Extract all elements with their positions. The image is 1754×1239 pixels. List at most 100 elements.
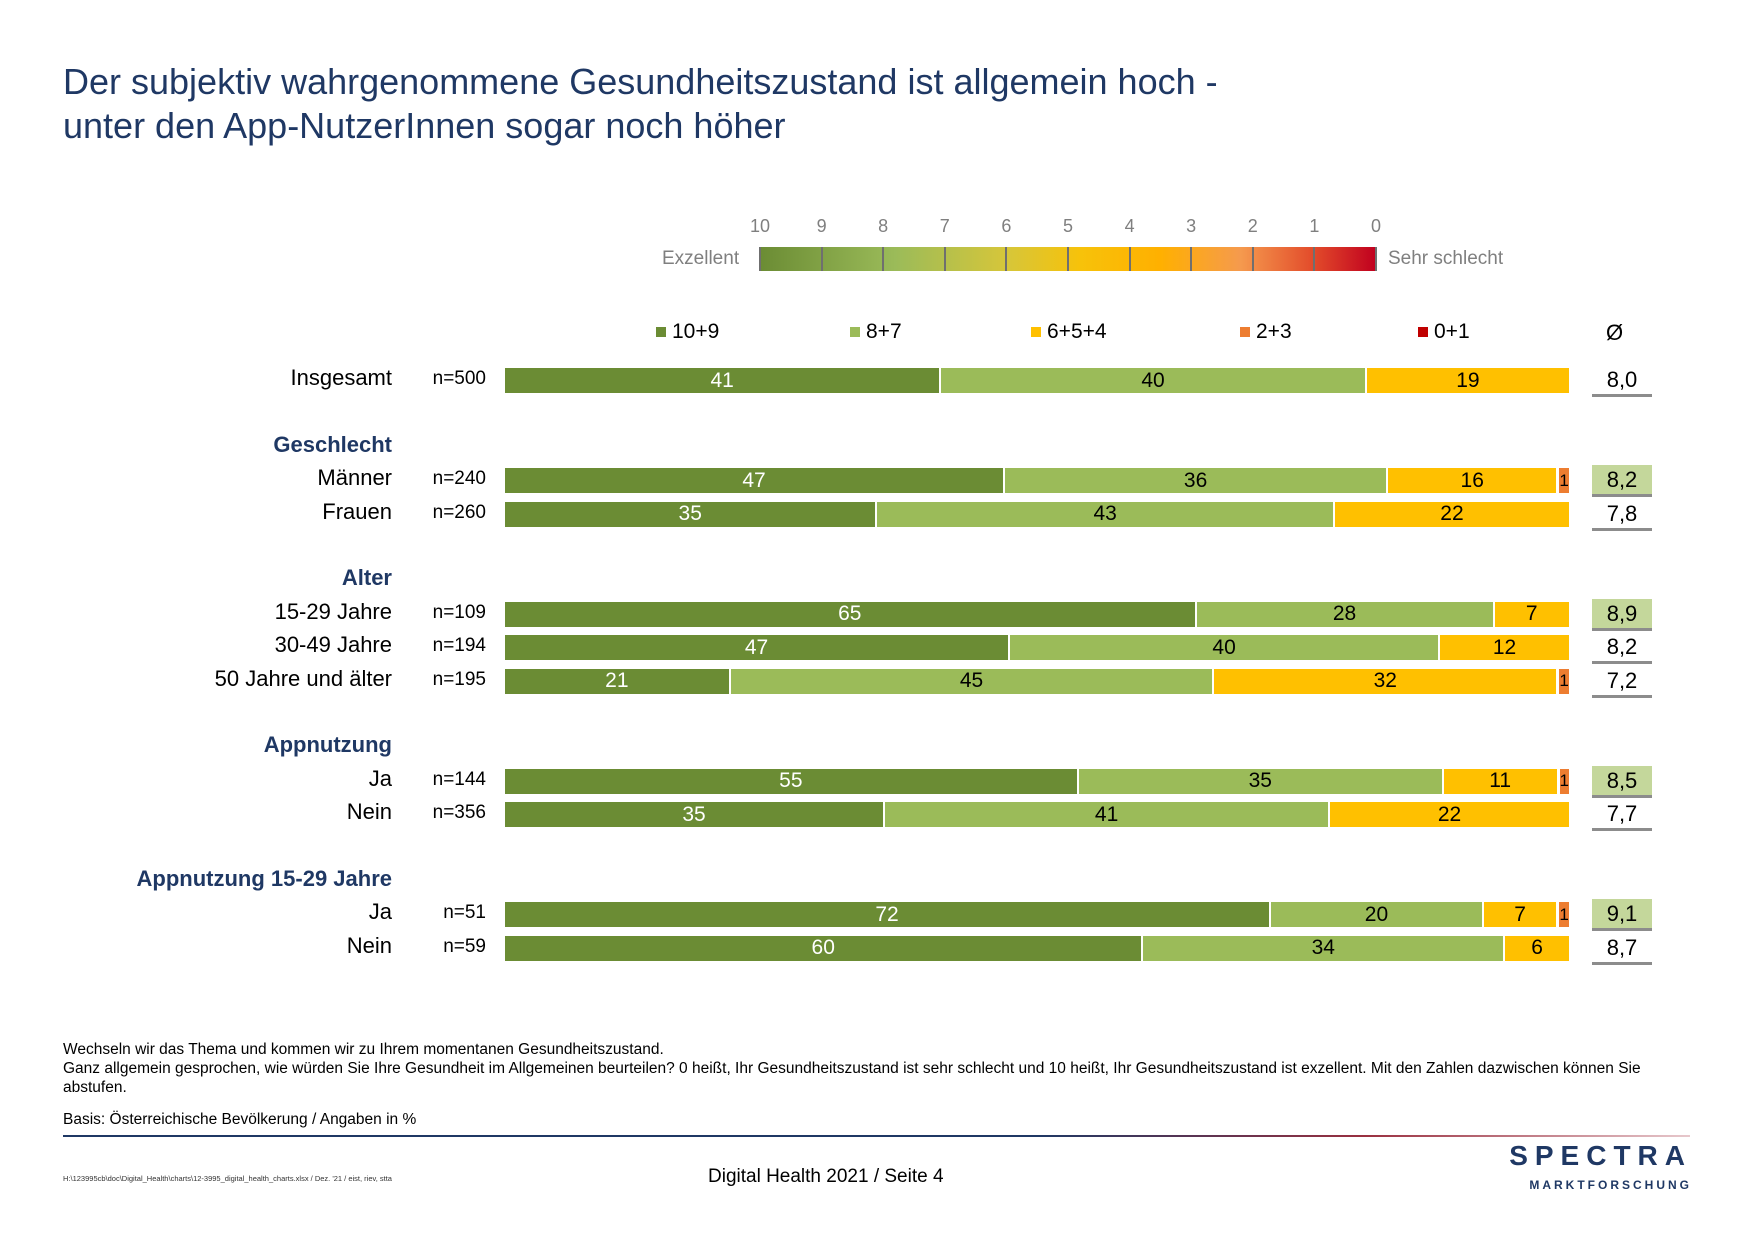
bar-segment-8-7: 45	[730, 668, 1215, 694]
group-label: Appnutzung 15-29 Jahre	[136, 865, 392, 891]
stacked-bar: 35 43 22	[505, 501, 1569, 527]
row-sample-size: n=356	[432, 802, 486, 823]
title-line-1: Der subjektiv wahrgenommene Gesundheitsz…	[63, 61, 1218, 102]
row-label: 15-29 Jahre	[274, 598, 392, 624]
average-value: 8,2	[1592, 632, 1652, 664]
row-label: Männer	[317, 465, 392, 490]
row-sample-size: n=194	[432, 635, 486, 656]
row-label: Ja	[368, 899, 392, 924]
legend-item: 6+5+4	[1031, 320, 1107, 344]
legend-item: 2+3	[1240, 320, 1292, 344]
footnote-line-1: Wechseln wir das Thema und kommen wir zu…	[63, 1041, 664, 1058]
bar-segment-8-7: 35	[1078, 768, 1444, 794]
average-value: 9,1	[1592, 899, 1652, 931]
row-sample-size: n=260	[432, 501, 486, 523]
bar-segment-2-3: 1	[1558, 668, 1569, 694]
scale-tick-label: 0	[1370, 216, 1381, 236]
row-sample-size: n=59	[443, 935, 486, 957]
bar-segment-10-9: 35	[505, 501, 878, 527]
scale-right-label: Sehr schlecht	[1388, 248, 1504, 269]
scale-tick-label: 3	[1186, 216, 1197, 236]
group-label: Geschlecht	[273, 431, 392, 457]
row-label: Ja	[368, 765, 392, 791]
legend-item: 8+7	[850, 320, 902, 344]
logo-word: SPECTRA	[1509, 1140, 1692, 1171]
row-sample-size: n=51	[443, 902, 486, 923]
stacked-bar: 65 28 7	[505, 601, 1569, 627]
average-value: 7,2	[1592, 666, 1652, 698]
stacked-bar: 35 41 22	[505, 802, 1569, 827]
legend-swatch	[1240, 327, 1250, 337]
bar-segment-6-5-4: 19	[1366, 368, 1569, 393]
row-sample-size: n=195	[432, 668, 486, 690]
title-line-2: unter den App-NutzerInnen sogar noch höh…	[63, 105, 786, 146]
scale-tick-mark	[882, 247, 885, 271]
bar-segment-8-7: 28	[1196, 601, 1495, 627]
scale-gradient-bar	[759, 247, 1377, 271]
footnote-line-2: Ganz allgemein gesprochen, wie würden Si…	[63, 1060, 1641, 1096]
bar-segment-6-5-4: 6	[1505, 935, 1569, 961]
row-label: Nein	[346, 932, 392, 958]
bar-segment-8-7: 36	[1005, 468, 1389, 493]
logo-subtitle: MARKTFORSCHUNG	[1529, 1178, 1692, 1192]
scale-tick-mark	[1128, 247, 1131, 271]
scale-tick-mark	[820, 247, 823, 271]
basis-note: Basis: Österreichische Bevölkerung / Ang…	[63, 1111, 417, 1128]
average-header: Ø	[1606, 320, 1624, 345]
bar-segment-10-9: 35	[505, 802, 885, 827]
legend-swatch	[850, 327, 860, 337]
bar-segment-8-7: 34	[1143, 935, 1506, 961]
scale-tick-label: 7	[939, 216, 950, 236]
stacked-bar: 47 40 12	[505, 635, 1569, 660]
legend-label: 6+5+4	[1047, 320, 1107, 343]
bar-segment-6-5-4: 11	[1443, 768, 1559, 794]
legend: 10+9 8+7 6+5+4 2+3 0+1	[0, 320, 1754, 350]
page-title: Der subjektiv wahrgenommene Gesundheitsz…	[63, 60, 1563, 148]
bar-segment-6-5-4: 12	[1440, 635, 1569, 660]
scale-tick-label: 1	[1309, 216, 1320, 236]
bar-segment-6-5-4: 22	[1330, 802, 1569, 827]
bar-segment-10-9: 21	[505, 668, 731, 694]
bar-segment-6-5-4: 7	[1494, 601, 1569, 627]
legend-label: 10+9	[672, 320, 720, 343]
row-label: Insgesamt	[290, 365, 393, 390]
spectra-logo: SPECTRA MARKTFORSCHUNG	[1472, 1140, 1692, 1200]
bar-segment-6-5-4: 7	[1483, 902, 1559, 927]
scale-tick-label: 4	[1124, 216, 1135, 236]
stacked-bar: 60 34 6	[505, 935, 1569, 961]
scale-tick-label: 2	[1247, 216, 1258, 236]
scale-tick-mark	[943, 247, 946, 271]
group-label: Alter	[341, 565, 392, 590]
page-footer: Digital Health 2021 / Seite 4	[708, 1166, 944, 1187]
average-value: 7,8	[1592, 499, 1652, 531]
scale-tick-label: 6	[1001, 216, 1012, 236]
group-label: Appnutzung	[263, 732, 392, 757]
average-value: 8,7	[1592, 933, 1652, 965]
bar-segment-10-9: 47	[505, 468, 1006, 493]
average-value: 8,2	[1592, 465, 1652, 497]
row-label: 30-49 Jahre	[274, 632, 392, 657]
bar-segment-8-7: 41	[885, 802, 1331, 827]
scale-tick-mark	[1313, 247, 1316, 271]
bar-segment-8-7: 40	[941, 368, 1367, 393]
row-label: Nein	[346, 799, 392, 824]
stacked-bar: 47 36 16 1	[505, 468, 1569, 493]
average-value: 7,7	[1592, 799, 1652, 831]
scale-tick-label: 8	[878, 216, 889, 236]
bar-segment-6-5-4: 22	[1334, 501, 1569, 527]
scale-tick-mark	[1251, 247, 1254, 271]
scale-tick-mark	[1190, 247, 1193, 271]
scale-tick-mark	[759, 247, 761, 271]
bar-segment-6-5-4: 16	[1388, 468, 1559, 493]
file-path: H:\123995cb\doc\Digital_Health\charts\12…	[63, 1174, 392, 1183]
bar-segment-2-3: 1	[1558, 768, 1569, 794]
scale-tick-mark	[1375, 247, 1377, 271]
average-value: 8,9	[1592, 598, 1652, 631]
legend-label: 8+7	[866, 320, 902, 343]
legend-swatch	[1418, 327, 1428, 337]
bar-segment-2-3: 1	[1558, 468, 1569, 493]
scale-left-label: Exzellent	[662, 248, 740, 269]
bar-segment-10-9: 60	[505, 935, 1144, 961]
scale-tick-mark	[1067, 247, 1069, 271]
legend-item: 0+1	[1418, 320, 1470, 344]
